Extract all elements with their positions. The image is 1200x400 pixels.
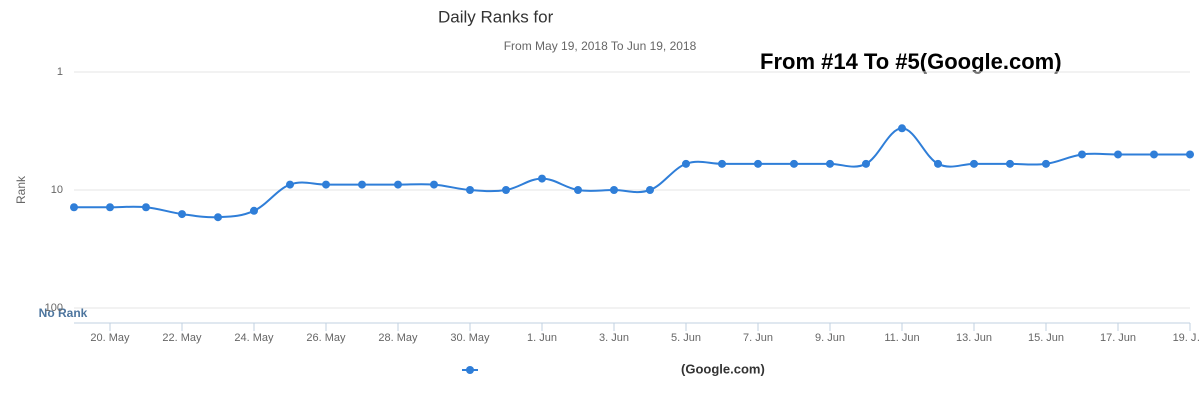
data-point (574, 186, 582, 194)
data-point (1078, 150, 1086, 159)
x-tick-label: 19. J… (1173, 332, 1200, 344)
y-tick-label: 10 (51, 184, 63, 196)
data-point (610, 186, 618, 194)
no-rank-label: No Rank (39, 306, 88, 320)
data-point (394, 180, 402, 189)
data-point (970, 159, 978, 168)
y-tick-label: 100 (45, 302, 63, 314)
data-point (502, 186, 510, 194)
data-point (934, 159, 942, 168)
y-axis-label: Rank (14, 175, 28, 204)
data-point (1042, 159, 1050, 168)
x-tick-label: 24. May (234, 332, 274, 344)
data-point (754, 159, 762, 168)
data-point (862, 159, 870, 168)
legend-label: (Google.com) (681, 361, 765, 376)
data-point (466, 186, 474, 194)
x-tick-label: 3. Jun (599, 332, 629, 344)
data-point (1006, 159, 1014, 168)
data-point (898, 124, 906, 133)
x-tick-label: 15. Jun (1028, 332, 1064, 344)
y-tick-label: 1 (57, 66, 63, 78)
x-tick-label: 7. Jun (743, 332, 773, 344)
chart-subtitle: From May 19, 2018 To Jun 19, 2018 (504, 39, 697, 53)
x-tick-label: 30. May (450, 332, 490, 344)
annotation: From #14 To #5(Google.com) (760, 49, 1062, 74)
x-tick-label: 26. May (306, 332, 346, 344)
x-tick-label: 1. Jun (527, 332, 557, 344)
data-point (322, 180, 330, 189)
data-point (1150, 150, 1158, 159)
x-tick-label: 13. Jun (956, 332, 992, 344)
data-point (214, 213, 222, 222)
x-tick-label: 5. Jun (671, 332, 701, 344)
data-point (826, 159, 834, 168)
x-tick-label: 11. Jun (884, 332, 919, 344)
data-point (646, 186, 654, 194)
x-tick-label: 17. Jun (1100, 332, 1136, 344)
data-point (1186, 150, 1194, 159)
data-point (1114, 150, 1122, 159)
data-point (538, 174, 546, 183)
chart-title: Daily Ranks for (438, 7, 554, 26)
data-point (106, 203, 114, 212)
x-tick-label: 28. May (378, 332, 418, 344)
data-point (430, 180, 438, 189)
x-tick-label: 9. Jun (815, 332, 845, 344)
x-tick-label: 20. May (90, 332, 130, 344)
data-point (178, 210, 186, 219)
legend-symbol (466, 366, 474, 374)
data-point (250, 206, 258, 215)
data-point (142, 203, 150, 212)
data-point (358, 180, 366, 189)
data-point (286, 180, 294, 189)
x-tick-label: 22. May (162, 332, 202, 344)
data-point (718, 159, 726, 168)
data-point (790, 159, 798, 168)
data-point (70, 203, 78, 212)
data-point (682, 159, 690, 168)
series-line (74, 127, 1190, 219)
